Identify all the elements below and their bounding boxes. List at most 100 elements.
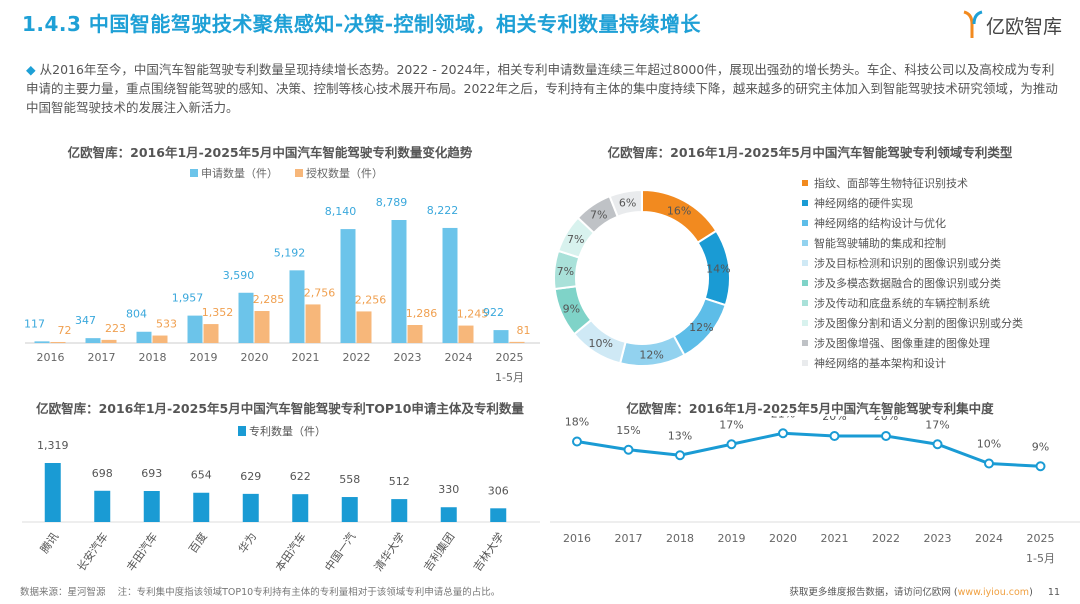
intro-paragraph: 从2016年至今，中国汽车智能驾驶专利数量呈现持续增长态势。2022 - 202…	[26, 62, 1058, 115]
slice-label: 9%	[563, 303, 580, 316]
bar	[341, 497, 358, 522]
bar	[238, 292, 254, 343]
data-label: 558	[339, 473, 360, 486]
legend-label: 神经网络的硬件实现	[814, 196, 913, 210]
logo-icon	[963, 10, 983, 38]
x-tick-label: 1-5月	[495, 371, 524, 384]
data-label: 1,245	[457, 308, 489, 321]
bar	[143, 491, 160, 522]
data-point	[623, 444, 634, 455]
slice-label: 10%	[589, 337, 613, 350]
bar	[407, 325, 423, 343]
data-label: 17%	[719, 418, 743, 431]
x-tick-label: 吉利集团	[421, 530, 458, 574]
patent-type-donut: 16% 指纹、面部等生物特征识别技术 14% 神经网络的硬件实现 12% 神经网络的结构设…	[553, 176, 1023, 370]
bar	[94, 490, 111, 522]
data-label: 330	[438, 483, 459, 496]
bar	[458, 325, 474, 343]
data-label: 20%	[874, 416, 898, 423]
bar	[254, 311, 270, 343]
bar	[193, 492, 210, 522]
bar	[340, 229, 356, 343]
data-label: 117	[24, 317, 45, 330]
slice-label: 7%	[590, 208, 607, 221]
legend-label: 申请数量（件）	[201, 167, 278, 180]
chart1-title: 亿欧智库：2016年1月-2025年5月中国汽车智能驾驶专利数量变化趋势	[67, 145, 473, 160]
legend-swatch	[802, 280, 808, 286]
x-tick-label: 2023	[394, 351, 422, 364]
page-number: 11	[1047, 587, 1060, 598]
data-label: 347	[75, 314, 96, 327]
bar	[44, 463, 61, 522]
data-label: 654	[191, 469, 212, 482]
legend-label: 神经网络的基本架构和设计	[814, 356, 946, 370]
data-label: 533	[156, 318, 177, 331]
data-label: 8,789	[376, 196, 408, 209]
data-label: 1,957	[172, 292, 204, 305]
logo: 亿欧智库	[962, 10, 1062, 40]
x-tick-label: 华为	[235, 530, 259, 556]
x-tick-label: 丰田汽车	[124, 530, 161, 574]
footer-right: 获取更多维度报告数据，请访问亿欧网 (www.iyiou.com) 11	[789, 584, 1060, 598]
x-tick-label: 2025	[496, 351, 524, 364]
data-point	[726, 439, 737, 450]
data-label: 5,192	[274, 246, 306, 259]
data-point	[829, 431, 840, 441]
legend-swatch	[802, 180, 808, 186]
concentration-chart: 18% 2016 15% 2017 13% 2018 17% 2019 21% 2020 20% 20…	[550, 416, 1080, 565]
note-text: 注：专利集中度指该领域TOP10专利持有主体的专利量相对于该领域专利申请总量的占…	[117, 587, 501, 598]
legend-label: 涉及目标检测和识别的图像识别或分类	[814, 256, 1001, 270]
x-tick-label: 清华大学	[371, 530, 408, 574]
legend-swatch	[802, 200, 808, 206]
data-label: 622	[290, 470, 311, 483]
x-tick-label: 2022	[343, 351, 371, 364]
x-tick-label: 2018	[139, 351, 167, 364]
page-title: 1.4.3 中国智能驾驶技术聚焦感知-决策-控制领域，相关专利数量持续增长	[22, 12, 702, 36]
slice-label: 7%	[567, 233, 584, 246]
legend-swatch	[295, 169, 303, 177]
legend-swatch	[802, 240, 808, 246]
slice-label: 14%	[706, 262, 730, 275]
data-label: 9%	[1032, 440, 1049, 453]
legend-swatch	[802, 300, 808, 306]
data-point	[1035, 461, 1046, 472]
x-tick-label: 2020	[241, 351, 269, 364]
bar	[85, 338, 101, 343]
data-label: 10%	[977, 438, 1001, 451]
slice-label: 12%	[689, 321, 713, 334]
bar	[203, 324, 219, 343]
data-label: 21%	[771, 416, 795, 420]
slice-label: 7%	[557, 265, 574, 278]
x-tick-label: 2020	[769, 532, 797, 545]
legend-label: 神经网络的结构设计与优化	[814, 216, 946, 230]
bar	[509, 341, 525, 343]
legend-swatch	[802, 360, 808, 366]
bar	[152, 335, 168, 343]
data-label: 17%	[925, 418, 949, 431]
legend-swatch	[238, 426, 246, 436]
data-label: 1,319	[37, 439, 69, 452]
x-tick-label: 2016	[563, 532, 591, 545]
data-label: 306	[488, 484, 509, 497]
data-label: 2,756	[304, 286, 336, 299]
data-label: 20%	[822, 416, 846, 423]
data-label: 804	[126, 308, 147, 321]
legend-label: 专利数量（件）	[249, 424, 326, 438]
legend-label: 涉及多模态数据融合的图像识别或分类	[814, 276, 1001, 290]
bar	[493, 330, 509, 343]
bar	[187, 315, 203, 343]
x-tick-label: 长安汽车	[74, 530, 111, 574]
donut-slice	[608, 188, 643, 218]
slice-label: 6%	[619, 196, 636, 209]
footer-source: 数据来源：星河智源 注：专利集中度指该领域TOP10专利持有主体的专利量相对于该…	[20, 584, 500, 598]
website-link[interactable]: www.iyiou.com	[957, 587, 1030, 598]
patent-trend-chart: 申请数量（件） 授权数量（件） 117 72 2016 347 223 2017 804 533 2…	[24, 166, 540, 384]
more-text: 获取更多维度报告数据，请访问亿欧网 (	[789, 587, 958, 598]
legend-swatch	[802, 220, 808, 226]
x-tick-label: 2021	[292, 351, 320, 364]
data-point	[932, 439, 943, 450]
x-tick-label: 2024	[975, 532, 1003, 545]
x-tick-label: 本田汽车	[272, 530, 309, 574]
legend-label: 智能驾驶辅助的集成和控制	[814, 236, 946, 250]
intro-text: ◆ 从2016年至今，中国汽车智能驾驶专利数量呈现持续增长态势。2022 - 20…	[26, 60, 1066, 117]
